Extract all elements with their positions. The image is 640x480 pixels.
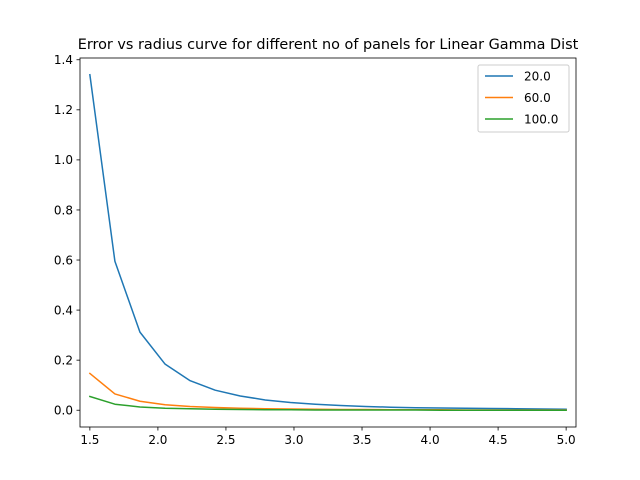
x-tick-label: 3.5 <box>352 433 371 447</box>
series-line-0 <box>89 73 567 410</box>
series-line-2 <box>88 395 567 411</box>
x-tick-label: 4.0 <box>421 433 440 447</box>
x-tick-label: 2.0 <box>148 433 167 447</box>
legend-box <box>477 64 570 133</box>
legend-label-0: 20.0 <box>524 69 551 83</box>
y-tick-label: 0.8 <box>54 203 73 217</box>
x-tick-label: 1.5 <box>80 433 99 447</box>
x-tick-label: 3.0 <box>284 433 303 447</box>
y-tick-label: 1.4 <box>54 53 73 67</box>
y-tick-label: 0.0 <box>54 404 73 418</box>
legend-label-1: 60.0 <box>524 91 551 105</box>
y-tick-label: 1.2 <box>54 103 73 117</box>
series-layer <box>88 73 567 411</box>
y-tick-label: 0.4 <box>54 303 73 317</box>
legend-label-2: 100.0 <box>524 112 558 126</box>
legend: 20.0 60.0 100.0 <box>477 64 570 133</box>
y-tick-label: 0.2 <box>54 353 73 367</box>
chart-title: Error vs radius curve for different no o… <box>78 37 579 53</box>
axes-frame <box>79 57 577 428</box>
x-tick-label: 5.0 <box>557 433 576 447</box>
axes-layer: 1.5 2.0 2.5 3.0 3.5 4.0 4.5 5.0 0.0 0.2 0.4 0.6 0.8 1… <box>54 53 577 447</box>
x-tick-label: 4.5 <box>489 433 508 447</box>
x-tick-label: 2.5 <box>216 433 235 447</box>
y-tick-label: 0.6 <box>54 253 73 267</box>
y-tick-label: 1.0 <box>54 153 73 167</box>
